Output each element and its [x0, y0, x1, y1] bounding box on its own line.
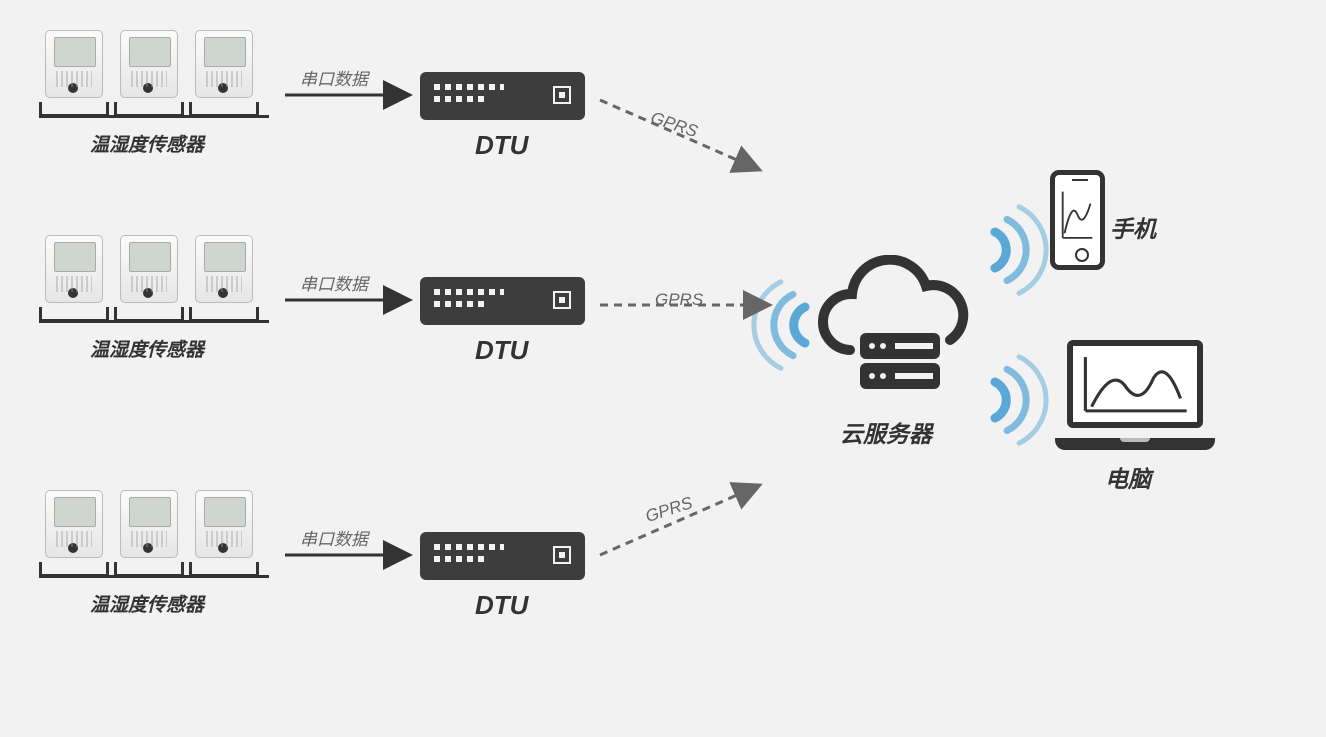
cloud-server-icon [810, 255, 990, 405]
sensor-group-label: 温湿度传感器 [90, 335, 204, 362]
sensor-icon [120, 235, 178, 303]
sensor-bus-line [39, 115, 269, 118]
dtu-label: DTU [475, 130, 528, 161]
serial-link-label: 串口数据 [300, 270, 368, 295]
sensor-icon [45, 490, 103, 558]
dtu-icon [420, 532, 585, 580]
sensor-group [45, 235, 275, 325]
sensor-icon [45, 235, 103, 303]
dtu-label: DTU [475, 335, 528, 366]
sensor-bus-line [39, 320, 269, 323]
sensor-group-label: 温湿度传感器 [90, 590, 204, 617]
sensor-group [45, 30, 275, 120]
cloud-server-label: 云服务器 [840, 415, 932, 449]
serial-link-label: 串口数据 [300, 65, 368, 90]
phone-label: 手机 [1110, 210, 1156, 244]
dtu-label: DTU [475, 590, 528, 621]
dtu-icon [420, 277, 585, 325]
dtu-icon [420, 72, 585, 120]
gprs-link-label: GPRS [655, 290, 703, 310]
gprs-link-label: GPRS [648, 108, 700, 142]
gprs-link-label: GPRS [643, 493, 695, 527]
sensor-icon [195, 235, 253, 303]
sensor-group-label: 温湿度传感器 [90, 130, 204, 157]
laptop-icon [1055, 340, 1215, 450]
sensor-group [45, 490, 275, 580]
sensor-icon [120, 490, 178, 558]
serial-link-label: 串口数据 [300, 525, 368, 550]
laptop-label: 电脑 [1105, 460, 1151, 494]
sensor-icon [195, 30, 253, 98]
sensor-icon [120, 30, 178, 98]
sensor-icon [45, 30, 103, 98]
sensor-bus-line [39, 575, 269, 578]
phone-icon [1050, 170, 1105, 270]
laptop-chart-icon [1073, 346, 1197, 422]
sensor-icon [195, 490, 253, 558]
phone-chart-icon [1059, 187, 1096, 243]
